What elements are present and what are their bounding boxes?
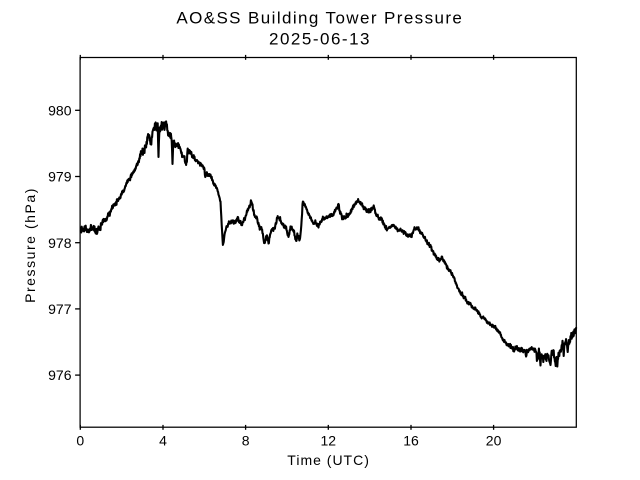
svg-text:16: 16 — [403, 432, 419, 448]
svg-text:980: 980 — [48, 102, 72, 118]
svg-text:12: 12 — [321, 432, 337, 448]
svg-text:Time (UTC): Time (UTC) — [287, 452, 370, 468]
svg-text:979: 979 — [48, 169, 72, 185]
svg-text:Pressure (hPa): Pressure (hPa) — [22, 187, 38, 303]
svg-text:20: 20 — [486, 432, 502, 448]
svg-text:8: 8 — [242, 432, 250, 448]
svg-text:978: 978 — [48, 235, 72, 251]
svg-text:4: 4 — [159, 432, 167, 448]
svg-text:AO&SS Building Tower Pressure: AO&SS Building Tower Pressure — [176, 8, 463, 27]
svg-text:2025-06-13: 2025-06-13 — [269, 29, 371, 48]
svg-text:976: 976 — [48, 367, 72, 383]
svg-text:0: 0 — [76, 432, 84, 448]
svg-text:977: 977 — [48, 301, 72, 317]
